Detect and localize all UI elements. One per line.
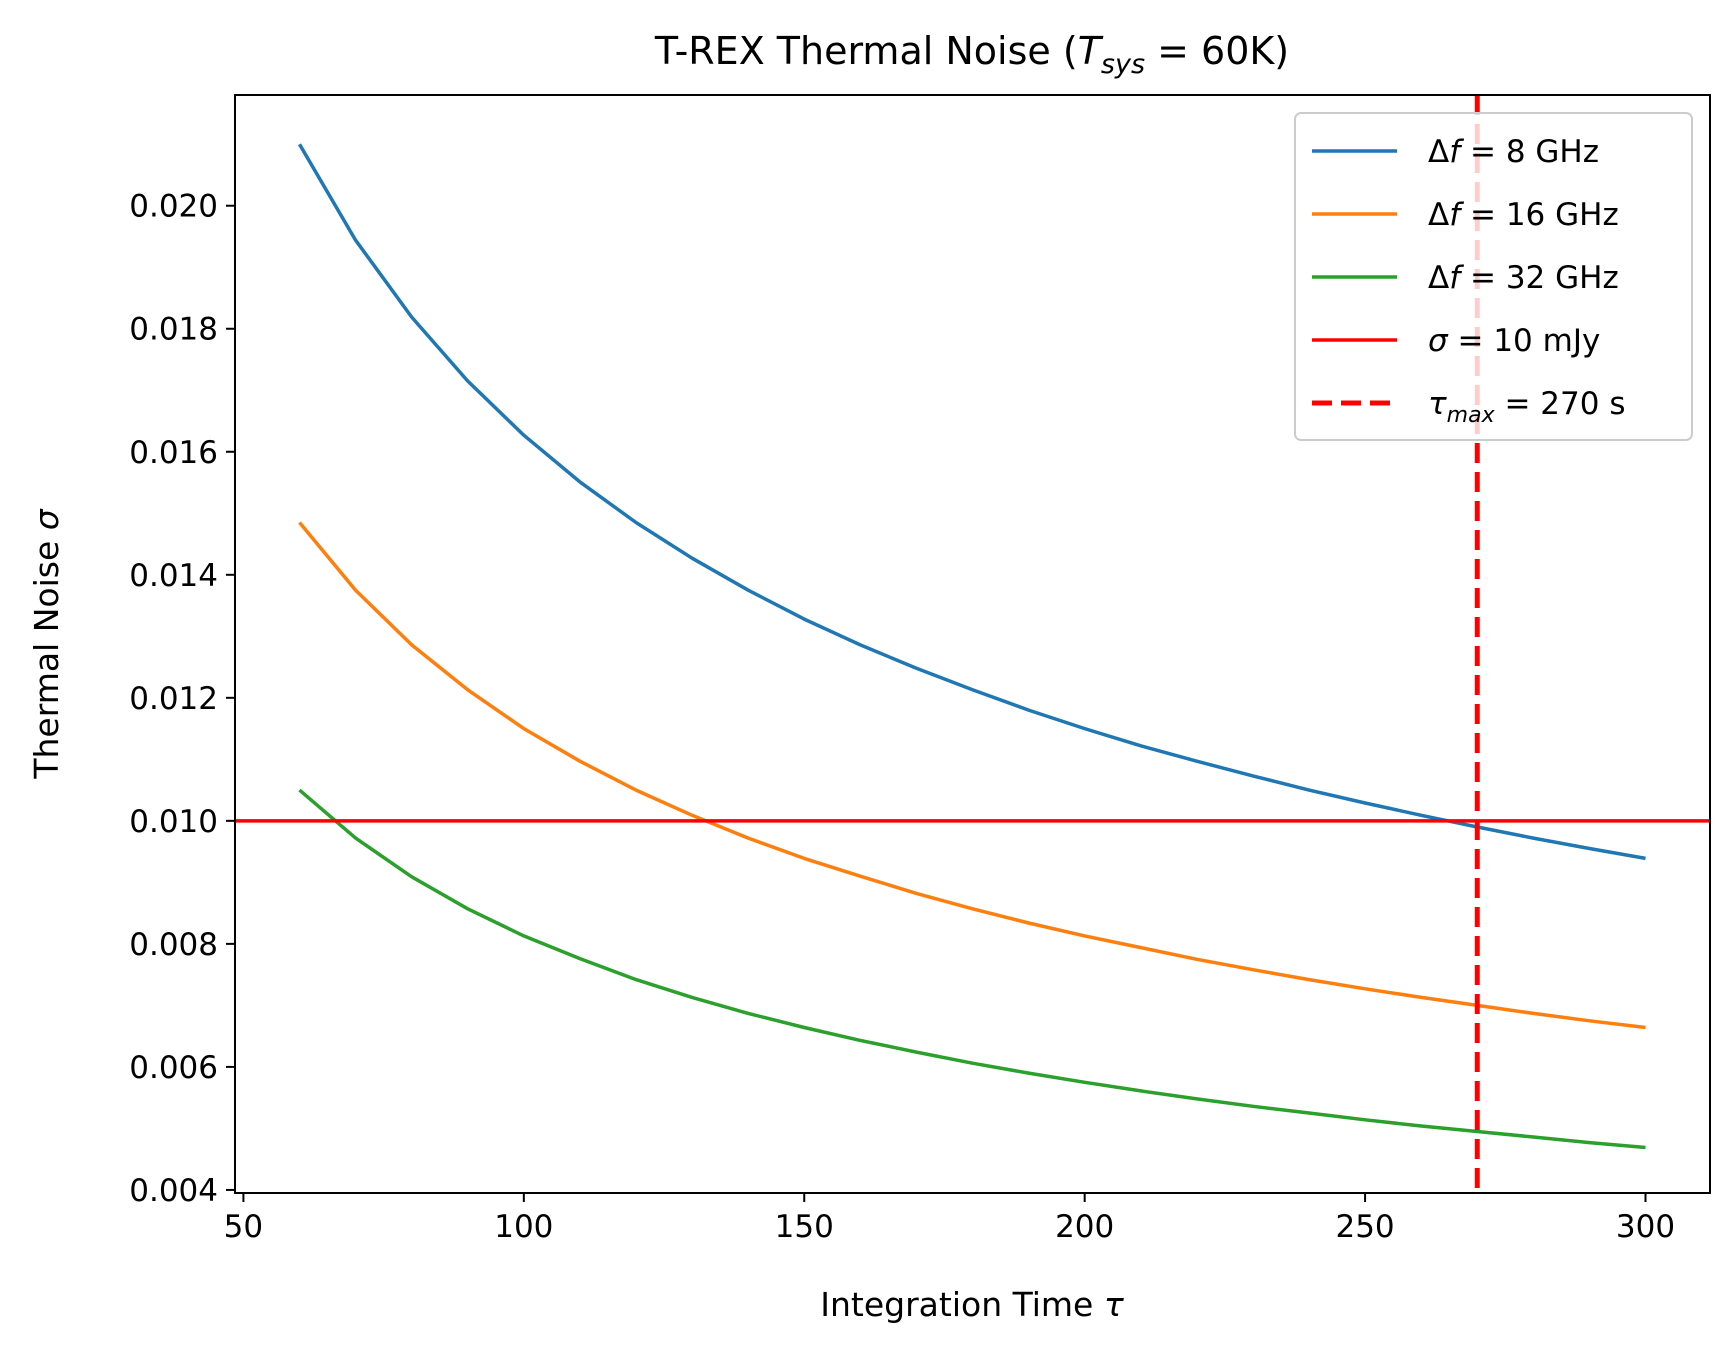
y-tick-label: 0.006 — [129, 1050, 218, 1086]
legend-label-16-ghz: Δf = 16 GHz — [1428, 197, 1619, 233]
series-line-32-ghz — [298, 788, 1646, 1150]
legend-label-tau-max-270-s: τmax = 270 s — [1428, 386, 1625, 428]
y-tick-label: 0.010 — [129, 804, 218, 840]
y-axis-label: Thermal Noise σ — [27, 508, 66, 779]
x-tick-label: 300 — [1616, 1209, 1675, 1245]
legend-box — [1294, 112, 1693, 441]
y-tick-label: 0.016 — [129, 435, 218, 471]
y-tick-label: 0.012 — [129, 681, 218, 717]
x-tick-label: 150 — [775, 1209, 834, 1245]
x-tick-label: 50 — [224, 1209, 263, 1245]
x-tick-label: 200 — [1055, 1209, 1114, 1245]
y-tick-label: 0.018 — [129, 312, 218, 348]
x-axis-label: Integration Time τ — [820, 1285, 1125, 1324]
x-tick-label: 250 — [1335, 1209, 1394, 1245]
x-tick-label: 100 — [494, 1209, 553, 1245]
legend-label-32-ghz: Δf = 32 GHz — [1428, 260, 1619, 296]
legend-label-sigma-10-mjy: σ = 10 mJy — [1428, 323, 1600, 359]
series-line-8-ghz — [297, 143, 1646, 861]
y-tick-label: 0.008 — [129, 927, 218, 963]
legend-label-8-ghz: Δf = 8 GHz — [1428, 134, 1599, 170]
chart-title: T-REX Thermal Noise (Tsys = 60K) — [654, 29, 1289, 80]
plot-area-frame — [234, 94, 1711, 1194]
legend: Δf = 8 GHz Δf = 16 GHz Δf = 32 GHz σ = 10 m… — [1294, 112, 1693, 441]
y-tick-label: 0.004 — [129, 1173, 218, 1209]
series-line-16-ghz — [298, 521, 1646, 1030]
y-tick-label: 0.020 — [129, 189, 218, 225]
y-tick-label: 0.014 — [129, 558, 218, 594]
